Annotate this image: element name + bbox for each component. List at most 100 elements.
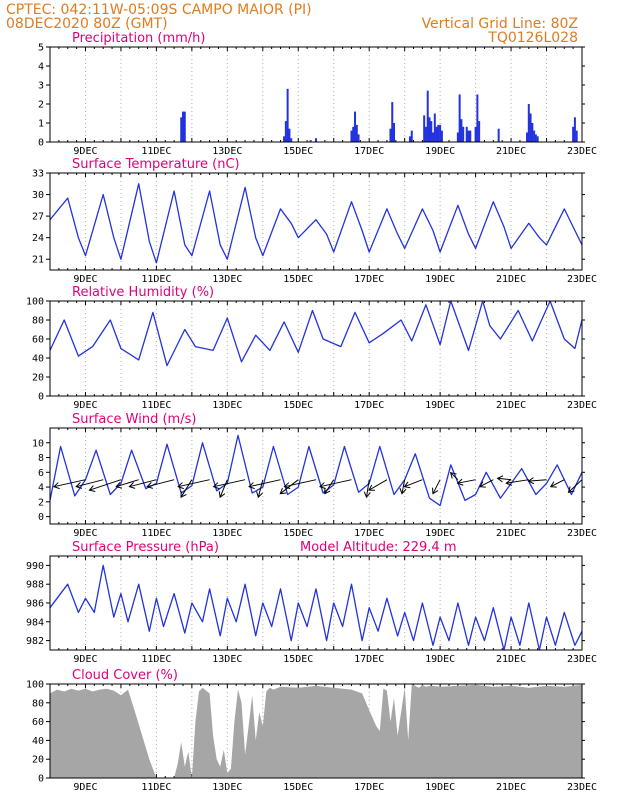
panel-cloud: Cloud Cover (%) 0 20 40 60 80 100 9DEC 11DEC 13DE… xyxy=(26,668,597,793)
precip-bar xyxy=(284,121,287,142)
precip-bar xyxy=(474,126,477,142)
wind-arrow xyxy=(129,479,157,488)
precip-bar xyxy=(424,126,427,142)
x-tick-label: 19DEC xyxy=(425,400,455,411)
precip-bar xyxy=(350,130,353,142)
y-tick-label: 60 xyxy=(32,335,44,346)
x-tick-label: 15DEC xyxy=(283,274,313,285)
precip-bar xyxy=(439,124,442,142)
wind-arrow-head xyxy=(128,482,136,489)
wind-arrow xyxy=(324,479,335,494)
y-tick-label: 4 xyxy=(38,483,44,494)
x-tick-label: 13DEC xyxy=(212,528,242,539)
wind-arrow-head xyxy=(218,491,226,499)
wind-arrow xyxy=(368,479,388,491)
precip-bar xyxy=(309,140,312,142)
wind-arrow xyxy=(432,479,441,494)
precip-bar xyxy=(527,104,530,142)
wind-arrow-head xyxy=(449,472,457,479)
precip-bar xyxy=(352,126,355,142)
precip-bar xyxy=(437,124,440,142)
x-tick-label: 9DEC xyxy=(73,274,97,285)
wind-arrow-head xyxy=(403,481,411,489)
y-tick-label: 80 xyxy=(32,698,44,709)
x-tick-label: 9DEC xyxy=(73,146,97,157)
panel-frame xyxy=(49,300,583,397)
wind-line xyxy=(49,434,583,507)
precip-bar xyxy=(435,126,438,142)
wind-arrow-head xyxy=(88,485,96,492)
precip-bar xyxy=(572,126,575,142)
precip-bar xyxy=(478,121,481,142)
wind-arrow-head xyxy=(75,482,83,489)
y-tick-label: 0 xyxy=(38,774,44,785)
wind-arrow xyxy=(568,479,583,493)
wind-arrow xyxy=(213,479,246,488)
wind-arrow xyxy=(53,479,86,488)
wind-arrow-head xyxy=(432,487,439,495)
precip-bar xyxy=(465,126,468,142)
x-tick-label: 17DEC xyxy=(354,400,384,411)
header-grid-line: Vertical Grid Line: 80Z xyxy=(422,16,578,32)
y-tick-label: 100 xyxy=(26,680,44,691)
y-tick-label: 3 xyxy=(38,81,44,92)
wind-arrow xyxy=(319,479,352,488)
precip-bar xyxy=(426,90,429,142)
y-tick-label: 982 xyxy=(26,636,44,647)
y-tick-label: 40 xyxy=(32,354,44,365)
panel-frame xyxy=(49,427,583,525)
pres-line xyxy=(49,564,583,651)
wind-arrow xyxy=(404,479,423,488)
panel-pres: Surface Pressure (hPa) Model Altitude: 22… xyxy=(26,540,597,665)
x-tick-label: 23DEC xyxy=(567,146,597,157)
x-tick-label: 21DEC xyxy=(496,146,526,157)
header-model-id: TQ0126L028 xyxy=(487,30,578,46)
wind-arrow xyxy=(528,479,547,482)
precip-bar xyxy=(462,126,465,142)
x-tick-label: 17DEC xyxy=(354,654,384,665)
y-tick-label: 20 xyxy=(32,755,44,766)
precip-bar xyxy=(460,119,463,142)
x-tick-label: 13DEC xyxy=(212,782,242,793)
precip-bar xyxy=(389,128,392,142)
wind-arrow-head xyxy=(319,482,326,490)
y-tick-label: 30 xyxy=(32,190,44,201)
wind-arrow xyxy=(180,479,193,498)
panel-precip: Precipitation (mm/h) 0 1 2 3 4 5 9DEC 11DEC 13DEC… xyxy=(38,31,597,157)
panel-frame xyxy=(49,46,583,143)
wind-arrow xyxy=(497,477,512,481)
y-tick-label: 988 xyxy=(26,580,44,591)
x-tick-label: 9DEC xyxy=(73,528,97,539)
precip-bar xyxy=(458,94,461,142)
x-tick-label: 13DEC xyxy=(212,274,242,285)
precip-bar xyxy=(476,94,479,142)
panel-wind: Surface Wind (m/s) 0 2 4 6 8 10 9DEC 11DEC 13DEC 1… xyxy=(32,412,597,539)
x-tick-label: 23DEC xyxy=(567,654,597,665)
precip-bar xyxy=(534,134,537,142)
x-tick-label: 23DEC xyxy=(567,400,597,411)
y-tick-label: 986 xyxy=(26,599,44,610)
wind-arrow xyxy=(257,479,264,498)
x-tick-label: 19DEC xyxy=(425,528,455,539)
wind-arrow xyxy=(366,479,370,498)
precip-bar xyxy=(393,123,396,142)
y-tick-label: 60 xyxy=(32,717,44,728)
precip-bar xyxy=(410,130,413,142)
y-tick-label: 8 xyxy=(38,453,44,464)
x-tick-label: 21DEC xyxy=(496,528,526,539)
wind-arrow xyxy=(279,479,299,495)
header-run-date: 08DEC2020 80Z (GMT) xyxy=(6,16,168,32)
x-tick-label: 23DEC xyxy=(567,274,597,285)
wind-arrow-head xyxy=(324,487,331,495)
y-tick-label: 5 xyxy=(38,43,44,54)
wind-arrow xyxy=(76,479,104,488)
x-tick-label: 23DEC xyxy=(567,528,597,539)
panel-subtitle: Model Altitude: 229.4 m xyxy=(300,540,457,555)
wind-arrow xyxy=(550,479,565,488)
y-tick-label: 2 xyxy=(38,497,44,508)
x-tick-label: 11DEC xyxy=(141,274,171,285)
precip-bar xyxy=(467,130,470,142)
y-tick-label: 27 xyxy=(32,212,44,223)
precip-bar xyxy=(355,124,358,142)
